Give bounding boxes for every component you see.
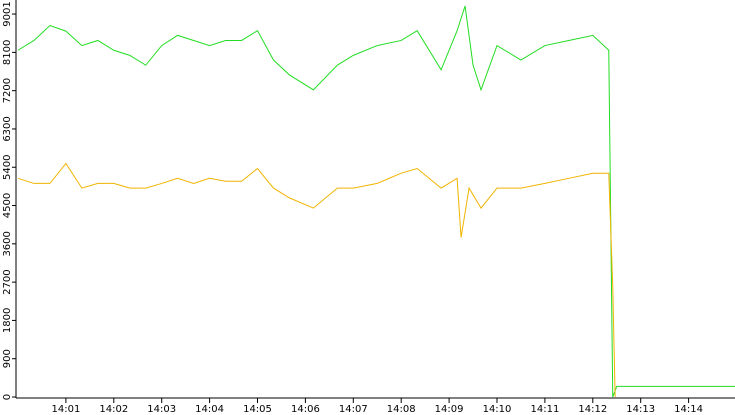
x-tick-label: 14:13 <box>626 404 655 415</box>
x-tick-label: 14:14 <box>674 404 703 415</box>
x-tick-label: 14:12 <box>578 404 607 415</box>
y-tick-label: 1800 <box>2 308 13 333</box>
y-tick-label: 9001 <box>2 1 13 26</box>
y-tick-label: 3600 <box>2 231 13 256</box>
x-tick-label: 14:10 <box>483 404 512 415</box>
x-tick-label: 14:09 <box>435 404 464 415</box>
y-tick-label: 0 <box>2 394 13 400</box>
x-tick-label: 14:06 <box>291 404 320 415</box>
y-tick-label: 4500 <box>2 193 13 218</box>
x-tick-label: 14:05 <box>243 404 272 415</box>
x-tick-label: 14:03 <box>147 404 176 415</box>
x-tick-label: 14:02 <box>99 404 128 415</box>
x-tick-label: 14:11 <box>530 404 559 415</box>
y-tick-label: 5400 <box>2 155 13 180</box>
y-tick-label: 2700 <box>2 269 13 294</box>
y-tick-label: 7200 <box>2 78 13 103</box>
x-tick-label: 14:07 <box>339 404 368 415</box>
x-tick-label: 14:08 <box>387 404 416 415</box>
y-tick-label: 8100 <box>2 40 13 65</box>
series-line <box>17 5 735 398</box>
x-tick-label: 14:04 <box>195 404 224 415</box>
y-tick-label: 6300 <box>2 116 13 141</box>
series-line <box>17 162 616 398</box>
y-tick-label: 900 <box>2 349 13 368</box>
x-tick-label: 14:01 <box>51 404 80 415</box>
